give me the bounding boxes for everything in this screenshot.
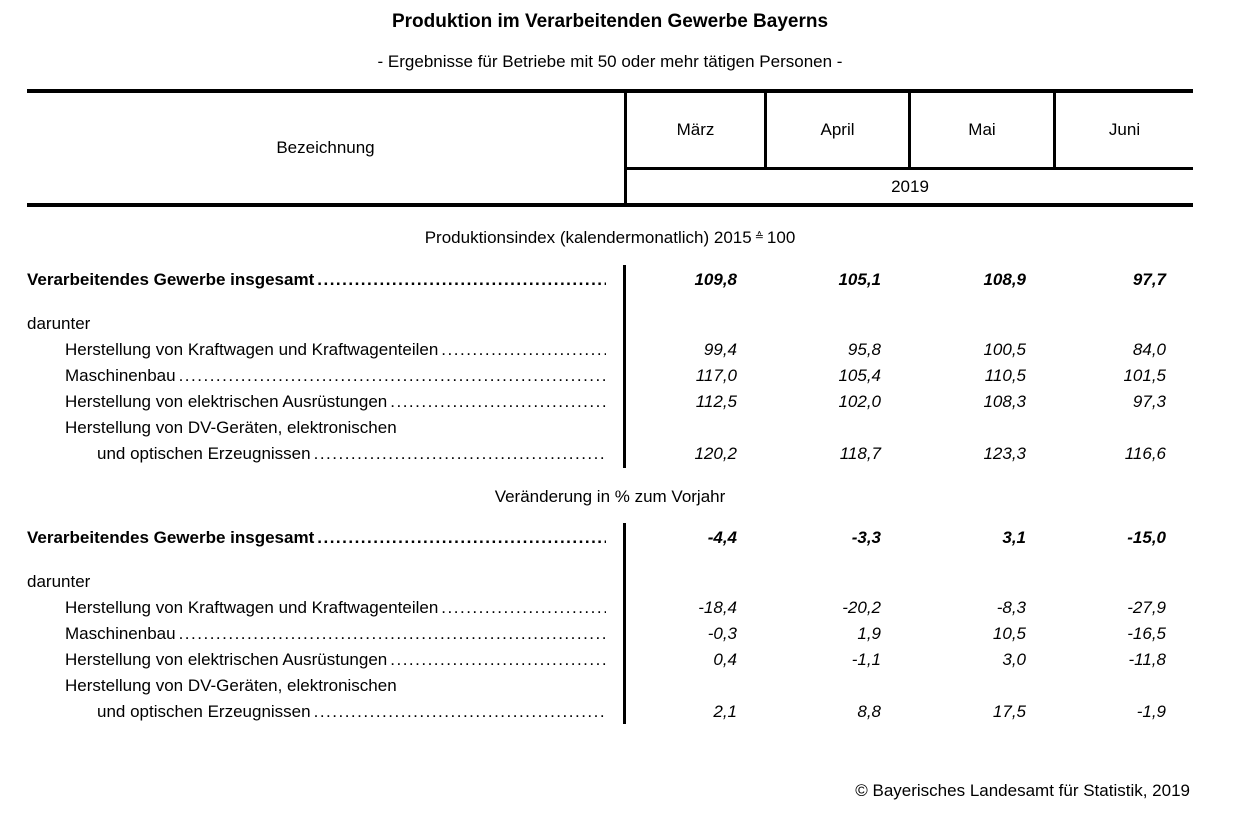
row-label: Verarbeitendes Gewerbe insgesamt <box>27 528 315 547</box>
table-row-total: Verarbeitendes Gewerbe insgesamt........… <box>27 267 1193 293</box>
value-cell: 17,5 <box>992 702 1026 721</box>
value-cell: 120,2 <box>694 444 737 463</box>
value-cell: -15,0 <box>1127 528 1166 547</box>
dot-leader: ........................................… <box>390 392 606 411</box>
row-label: Herstellung von DV-Geräten, elektronisch… <box>65 418 397 437</box>
value-cell: -16,5 <box>1127 624 1166 643</box>
row-label: Herstellung von Kraftwagen und Kraftwage… <box>65 340 439 359</box>
vertical-rule-section1 <box>623 265 626 468</box>
table-row-dv-geraete-line1: Herstellung von DV-Geräten, elektronisch… <box>27 673 1193 699</box>
column-header-mai: Mai <box>911 93 1056 167</box>
section-title-text: Produktionsindex (kalendermonatlich) 201… <box>424 228 752 247</box>
column-header-bezeichnung: Bezeichnung <box>27 93 627 203</box>
row-label: darunter <box>27 314 91 333</box>
column-header-juni: Juni <box>1108 120 1141 139</box>
value-cell: -0,3 <box>707 624 737 643</box>
year-header: 2019 <box>891 176 929 196</box>
row-label: und optischen Erzeugnissen <box>97 444 311 463</box>
dot-leader: ........................................… <box>178 366 606 385</box>
value-cell: -1,1 <box>851 650 881 669</box>
copyright-note: © Bayerisches Landesamt für Statistik, 2… <box>855 781 1190 800</box>
row-label: Herstellung von elektrischen Ausrüstunge… <box>65 650 388 669</box>
section-title-base: 100 <box>766 228 796 247</box>
value-cell: 102,0 <box>838 392 881 411</box>
table-row-total: Verarbeitendes Gewerbe insgesamt........… <box>27 525 1193 551</box>
dot-leader: ........................................… <box>178 624 606 643</box>
row-label: Verarbeitendes Gewerbe insgesamt <box>27 270 315 289</box>
table-row-maschinenbau: Maschinenbau............................… <box>27 363 1193 389</box>
value-cell: 10,5 <box>992 624 1026 643</box>
value-cell: -18,4 <box>698 598 737 617</box>
value-cell: 112,5 <box>695 392 737 411</box>
value-cell: 99,4 <box>703 340 737 359</box>
value-cell: 117,0 <box>695 366 737 385</box>
page-subtitle: - Ergebnisse für Betriebe mit 50 oder me… <box>377 52 843 71</box>
table-row-darunter: darunter <box>27 569 1193 595</box>
dot-leader: ........................................… <box>313 702 606 721</box>
table-header: Bezeichnung März April Mai Juni 2019 <box>27 89 1193 207</box>
value-cell: 105,4 <box>838 366 881 385</box>
value-cell: 105,1 <box>838 270 881 289</box>
value-cell: 108,9 <box>983 270 1026 289</box>
section-title-produktionsindex: Produktionsindex (kalendermonatlich) 201… <box>27 224 1193 250</box>
value-cell: 95,8 <box>847 340 881 359</box>
value-cell: -27,9 <box>1127 598 1166 617</box>
value-cell: 97,7 <box>1132 270 1166 289</box>
table-row-kraftwagen: Herstellung von Kraftwagen und Kraftwage… <box>27 595 1193 621</box>
value-cell: 123,3 <box>983 444 1026 463</box>
dot-leader: ........................................… <box>441 598 606 617</box>
row-label: darunter <box>27 572 91 591</box>
table-row-elektrische-ausruestungen: Herstellung von elektrischen Ausrüstunge… <box>27 647 1193 673</box>
value-cell: 1,9 <box>857 624 881 643</box>
table-row-dv-geraete-line2: und optischen Erzeugnissen..............… <box>27 441 1193 467</box>
column-header-maerz: März <box>627 93 767 167</box>
table-row-elektrische-ausruestungen: Herstellung von elektrischen Ausrüstunge… <box>27 389 1193 415</box>
value-cell: 118,7 <box>839 444 881 463</box>
row-label: und optischen Erzeugnissen <box>97 702 311 721</box>
value-cell: -8,3 <box>996 598 1026 617</box>
value-cell: 108,3 <box>983 392 1026 411</box>
value-cell: 84,0 <box>1132 340 1166 359</box>
section-title-veraenderung: Veränderung in % zum Vorjahr <box>494 487 726 506</box>
row-label: Herstellung von DV-Geräten, elektronisch… <box>65 676 397 695</box>
value-cell: 97,3 <box>1132 392 1166 411</box>
dot-leader: ........................................… <box>313 444 606 463</box>
value-cell: -1,9 <box>1136 702 1166 721</box>
row-label: Maschinenbau <box>65 366 176 385</box>
table-row-dv-geraete-line2: und optischen Erzeugnissen..............… <box>27 699 1193 725</box>
column-header-april: April <box>767 93 911 167</box>
value-cell: 101,5 <box>1123 366 1166 385</box>
dot-leader: ........................................… <box>390 650 606 669</box>
dot-leader: ........................................… <box>317 270 606 289</box>
value-cell: 8,8 <box>857 702 881 721</box>
month-header-row: März April Mai Juni <box>627 93 1193 170</box>
page-title: Produktion im Verarbeitenden Gewerbe Bay… <box>391 11 829 32</box>
value-cell: 109,8 <box>694 270 737 289</box>
value-cell: -4,4 <box>707 528 737 547</box>
value-cell: 3,1 <box>1002 528 1026 547</box>
row-label: Herstellung von elektrischen Ausrüstunge… <box>65 392 388 411</box>
value-cell: 116,6 <box>1124 444 1166 463</box>
value-cell: 100,5 <box>983 340 1026 359</box>
value-cell: -3,3 <box>851 528 881 547</box>
dot-leader: ........................................… <box>441 340 606 359</box>
corresponds-to-symbol: ≙ <box>754 231 764 243</box>
row-label: Herstellung von Kraftwagen und Kraftwage… <box>65 598 439 617</box>
table-row-dv-geraete-line1: Herstellung von DV-Geräten, elektronisch… <box>27 415 1193 441</box>
table-row-darunter: darunter <box>27 311 1193 337</box>
value-cell: 2,1 <box>713 702 737 721</box>
value-cell: 0,4 <box>713 650 737 669</box>
vertical-rule-section2 <box>623 523 626 724</box>
table-row-maschinenbau: Maschinenbau............................… <box>27 621 1193 647</box>
value-cell: -11,8 <box>1128 650 1167 669</box>
value-cell: 110,5 <box>984 366 1026 385</box>
table-row-kraftwagen: Herstellung von Kraftwagen und Kraftwage… <box>27 337 1193 363</box>
dot-leader: ........................................… <box>317 528 606 547</box>
value-cell: -20,2 <box>842 598 881 617</box>
row-label: Maschinenbau <box>65 624 176 643</box>
month-header-group: März April Mai Juni 2019 <box>627 93 1193 203</box>
value-cell: 3,0 <box>1002 650 1026 669</box>
